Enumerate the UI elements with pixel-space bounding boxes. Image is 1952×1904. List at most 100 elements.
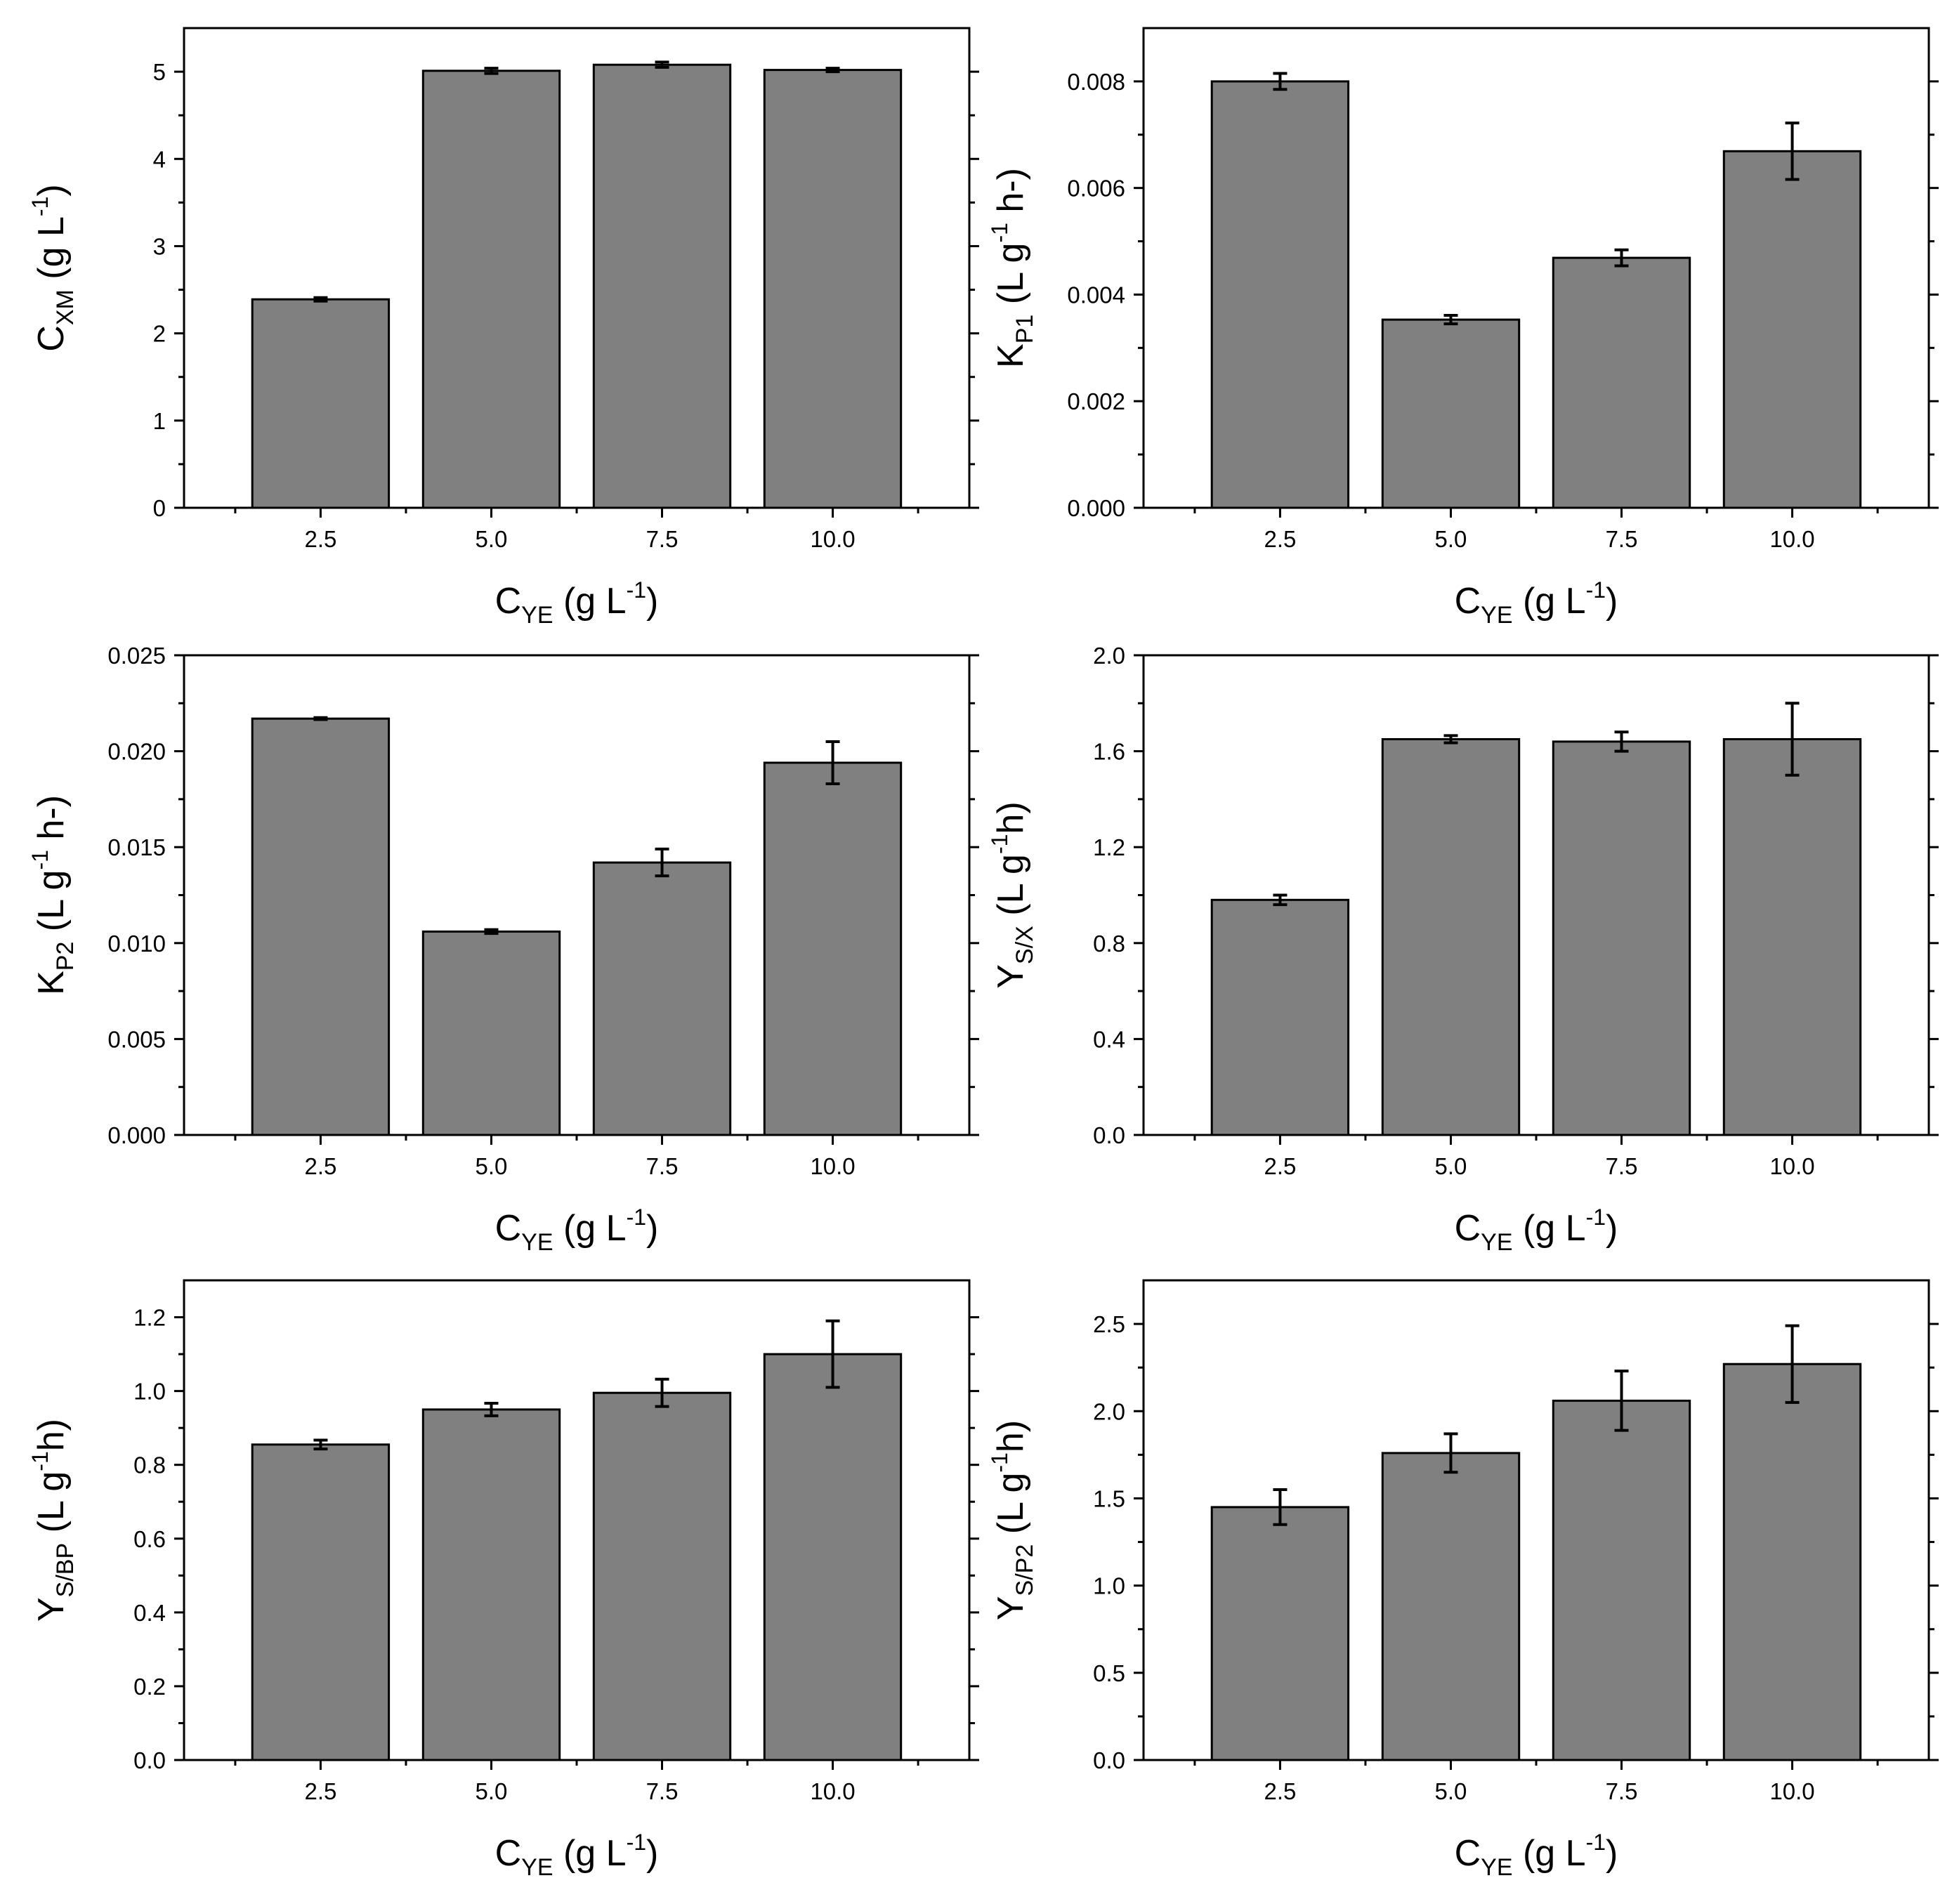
- y-axis-title-sup: -1: [27, 850, 53, 869]
- bar-ysp2-2: [1552, 1399, 1691, 1761]
- x-tick-label-kp2-3: 10.0: [810, 1153, 855, 1179]
- bar-kp2-2: [592, 861, 732, 1136]
- y-axis-title-sub: XM: [52, 289, 79, 325]
- x-tick-label-ysx-0: 2.5: [1264, 1153, 1296, 1179]
- y-tick-label-kp1-0: 0.000: [1067, 495, 1125, 521]
- x-tick-label-kp2-2: 7.5: [646, 1153, 679, 1179]
- x-tick-label-ysx-1: 5.0: [1435, 1153, 1467, 1179]
- y-axis-title-rest: (L g: [990, 854, 1031, 926]
- x-tick-label-ysp2-3: 10.0: [1769, 1778, 1814, 1804]
- x-axis-title-kp2: CYE (g L-1): [495, 1204, 659, 1256]
- y-tick-label-ysp2-5: 2.5: [1093, 1311, 1125, 1337]
- bar-kp1-3: [1722, 150, 1862, 509]
- y-tick-label-ysbp-4: 0.8: [133, 1452, 166, 1478]
- y-axis-title-cxm: CXM (g L-1): [27, 184, 79, 351]
- bar-kp1-0: [1210, 80, 1350, 509]
- x-tick-label-kp1-3: 10.0: [1769, 526, 1814, 552]
- x-tick-label-ysbp-0: 2.5: [304, 1778, 336, 1804]
- y-axis-title-main: K: [990, 343, 1031, 368]
- x-tick-label-ysx-2: 7.5: [1606, 1153, 1638, 1179]
- y-tick-label-kp2-1: 0.005: [107, 1026, 166, 1052]
- y-tick-label-ysx-0: 0.0: [1093, 1122, 1125, 1148]
- y-axis-title-rest: (g L: [31, 216, 72, 289]
- x-tick-label-ysbp-1: 5.0: [476, 1778, 508, 1804]
- y-tick-label-ysp2-0: 0.0: [1093, 1747, 1125, 1773]
- bar-kp1-1: [1381, 318, 1521, 509]
- bar-cxm-2: [592, 63, 732, 509]
- x-tick-label-ysx-3: 10.0: [1769, 1153, 1814, 1179]
- y-tick-label-kp1-1: 0.002: [1067, 388, 1125, 414]
- x-axis-title-sup: -1: [1586, 1830, 1606, 1855]
- y-tick-label-kp2-0: 0.000: [107, 1122, 166, 1148]
- y-axis-title-close: ): [31, 184, 72, 196]
- x-axis-title-sub: YE: [1481, 1854, 1512, 1881]
- bar-kp2-0: [251, 717, 391, 1136]
- y-axis-title-sup: -1: [987, 223, 1012, 242]
- y-axis-title-kp1: KP1 (L g-1 h-): [987, 168, 1038, 368]
- y-tick-label-ysx-3: 1.2: [1093, 834, 1125, 860]
- x-axis-title-rest: (g L: [553, 1833, 627, 1874]
- y-tick-label-ysx-1: 0.4: [1093, 1026, 1125, 1052]
- x-axis-title-cxm: CYE (g L-1): [495, 577, 659, 629]
- x-tick-label-kp2-1: 5.0: [476, 1153, 508, 1179]
- y-axis-title-main: Y: [31, 1597, 72, 1622]
- x-tick-label-kp1-0: 2.5: [1264, 526, 1296, 552]
- chart-panel-ysbp: 0.0 0.2 0.4 0.6 0.8 1.0 1.2 2.5 5.0 7.5 10.0 CYE (g…: [27, 1279, 979, 1881]
- x-tick-label-ysp2-1: 5.0: [1435, 1778, 1467, 1804]
- y-axis-title-sup: -1: [27, 1451, 53, 1471]
- y-axis-title-close: h-): [31, 795, 72, 850]
- x-axis-title-rest: (g L: [553, 581, 627, 622]
- x-axis-title-close: ): [646, 581, 658, 622]
- x-tick-label-ysp2-0: 2.5: [1264, 1778, 1296, 1804]
- y-axis-title-sup: -1: [987, 834, 1012, 854]
- y-tick-label-ysbp-3: 0.6: [133, 1526, 166, 1552]
- bar-kp2-3: [763, 761, 903, 1136]
- x-tick-label-ysp2-2: 7.5: [1606, 1778, 1638, 1804]
- y-axis-title-main: K: [31, 971, 72, 995]
- x-axis-title-ysp2: CYE (g L-1): [1455, 1830, 1618, 1881]
- x-tick-label-cxm-3: 10.0: [810, 526, 855, 552]
- x-axis-title-main: C: [495, 1833, 522, 1874]
- bar-ysbp-1: [421, 1408, 561, 1761]
- y-axis-title-rest: (L g: [990, 1473, 1031, 1544]
- x-axis-title-close: ): [646, 1208, 658, 1249]
- y-tick-label-cxm-2: 2: [153, 321, 166, 347]
- y-axis-title-main: C: [31, 325, 72, 352]
- bar-ysx-1: [1381, 738, 1521, 1136]
- x-tick-label-cxm-1: 5.0: [476, 526, 508, 552]
- bar-ysbp-3: [763, 1353, 903, 1761]
- y-axis-title-rest: (L g: [31, 1471, 72, 1543]
- y-axis-title-main: Y: [990, 1596, 1031, 1620]
- y-tick-label-kp1-4: 0.008: [1067, 69, 1125, 95]
- bar-ysp2-3: [1722, 1363, 1862, 1761]
- y-tick-label-kp2-4: 0.020: [107, 739, 166, 765]
- x-axis-title-close: ): [646, 1833, 658, 1874]
- y-axis-title-rest: (L g: [31, 870, 72, 942]
- x-axis-title-close: ): [1606, 1833, 1618, 1874]
- bar-ysx-2: [1552, 740, 1691, 1136]
- y-tick-label-ysbp-0: 0.0: [133, 1747, 166, 1773]
- y-tick-label-kp2-3: 0.015: [107, 834, 166, 860]
- x-axis-title-sub: YE: [521, 602, 553, 629]
- bar-ysp2-0: [1210, 1506, 1350, 1761]
- bar-ysx-3: [1722, 738, 1862, 1136]
- y-axis-title-close: h): [990, 801, 1031, 834]
- y-tick-label-ysp2-4: 2.0: [1093, 1398, 1125, 1424]
- x-axis-title-sub: YE: [1481, 602, 1512, 629]
- bar-ysbp-2: [592, 1391, 732, 1761]
- x-axis-title-main: C: [1455, 1208, 1481, 1249]
- y-tick-label-ysbp-1: 0.2: [133, 1674, 166, 1700]
- y-tick-label-ysx-5: 2.0: [1093, 643, 1125, 669]
- x-axis-title-main: C: [1455, 581, 1481, 622]
- y-tick-label-cxm-5: 5: [153, 59, 166, 85]
- bar-cxm-1: [421, 70, 561, 509]
- x-tick-label-kp1-2: 7.5: [1606, 526, 1638, 552]
- x-axis-title-rest: (g L: [553, 1208, 627, 1249]
- y-axis-title-sub: S/P2: [1011, 1544, 1038, 1596]
- x-axis-title-sub: YE: [1481, 1229, 1512, 1256]
- y-axis-title-sub: S/BP: [52, 1543, 79, 1597]
